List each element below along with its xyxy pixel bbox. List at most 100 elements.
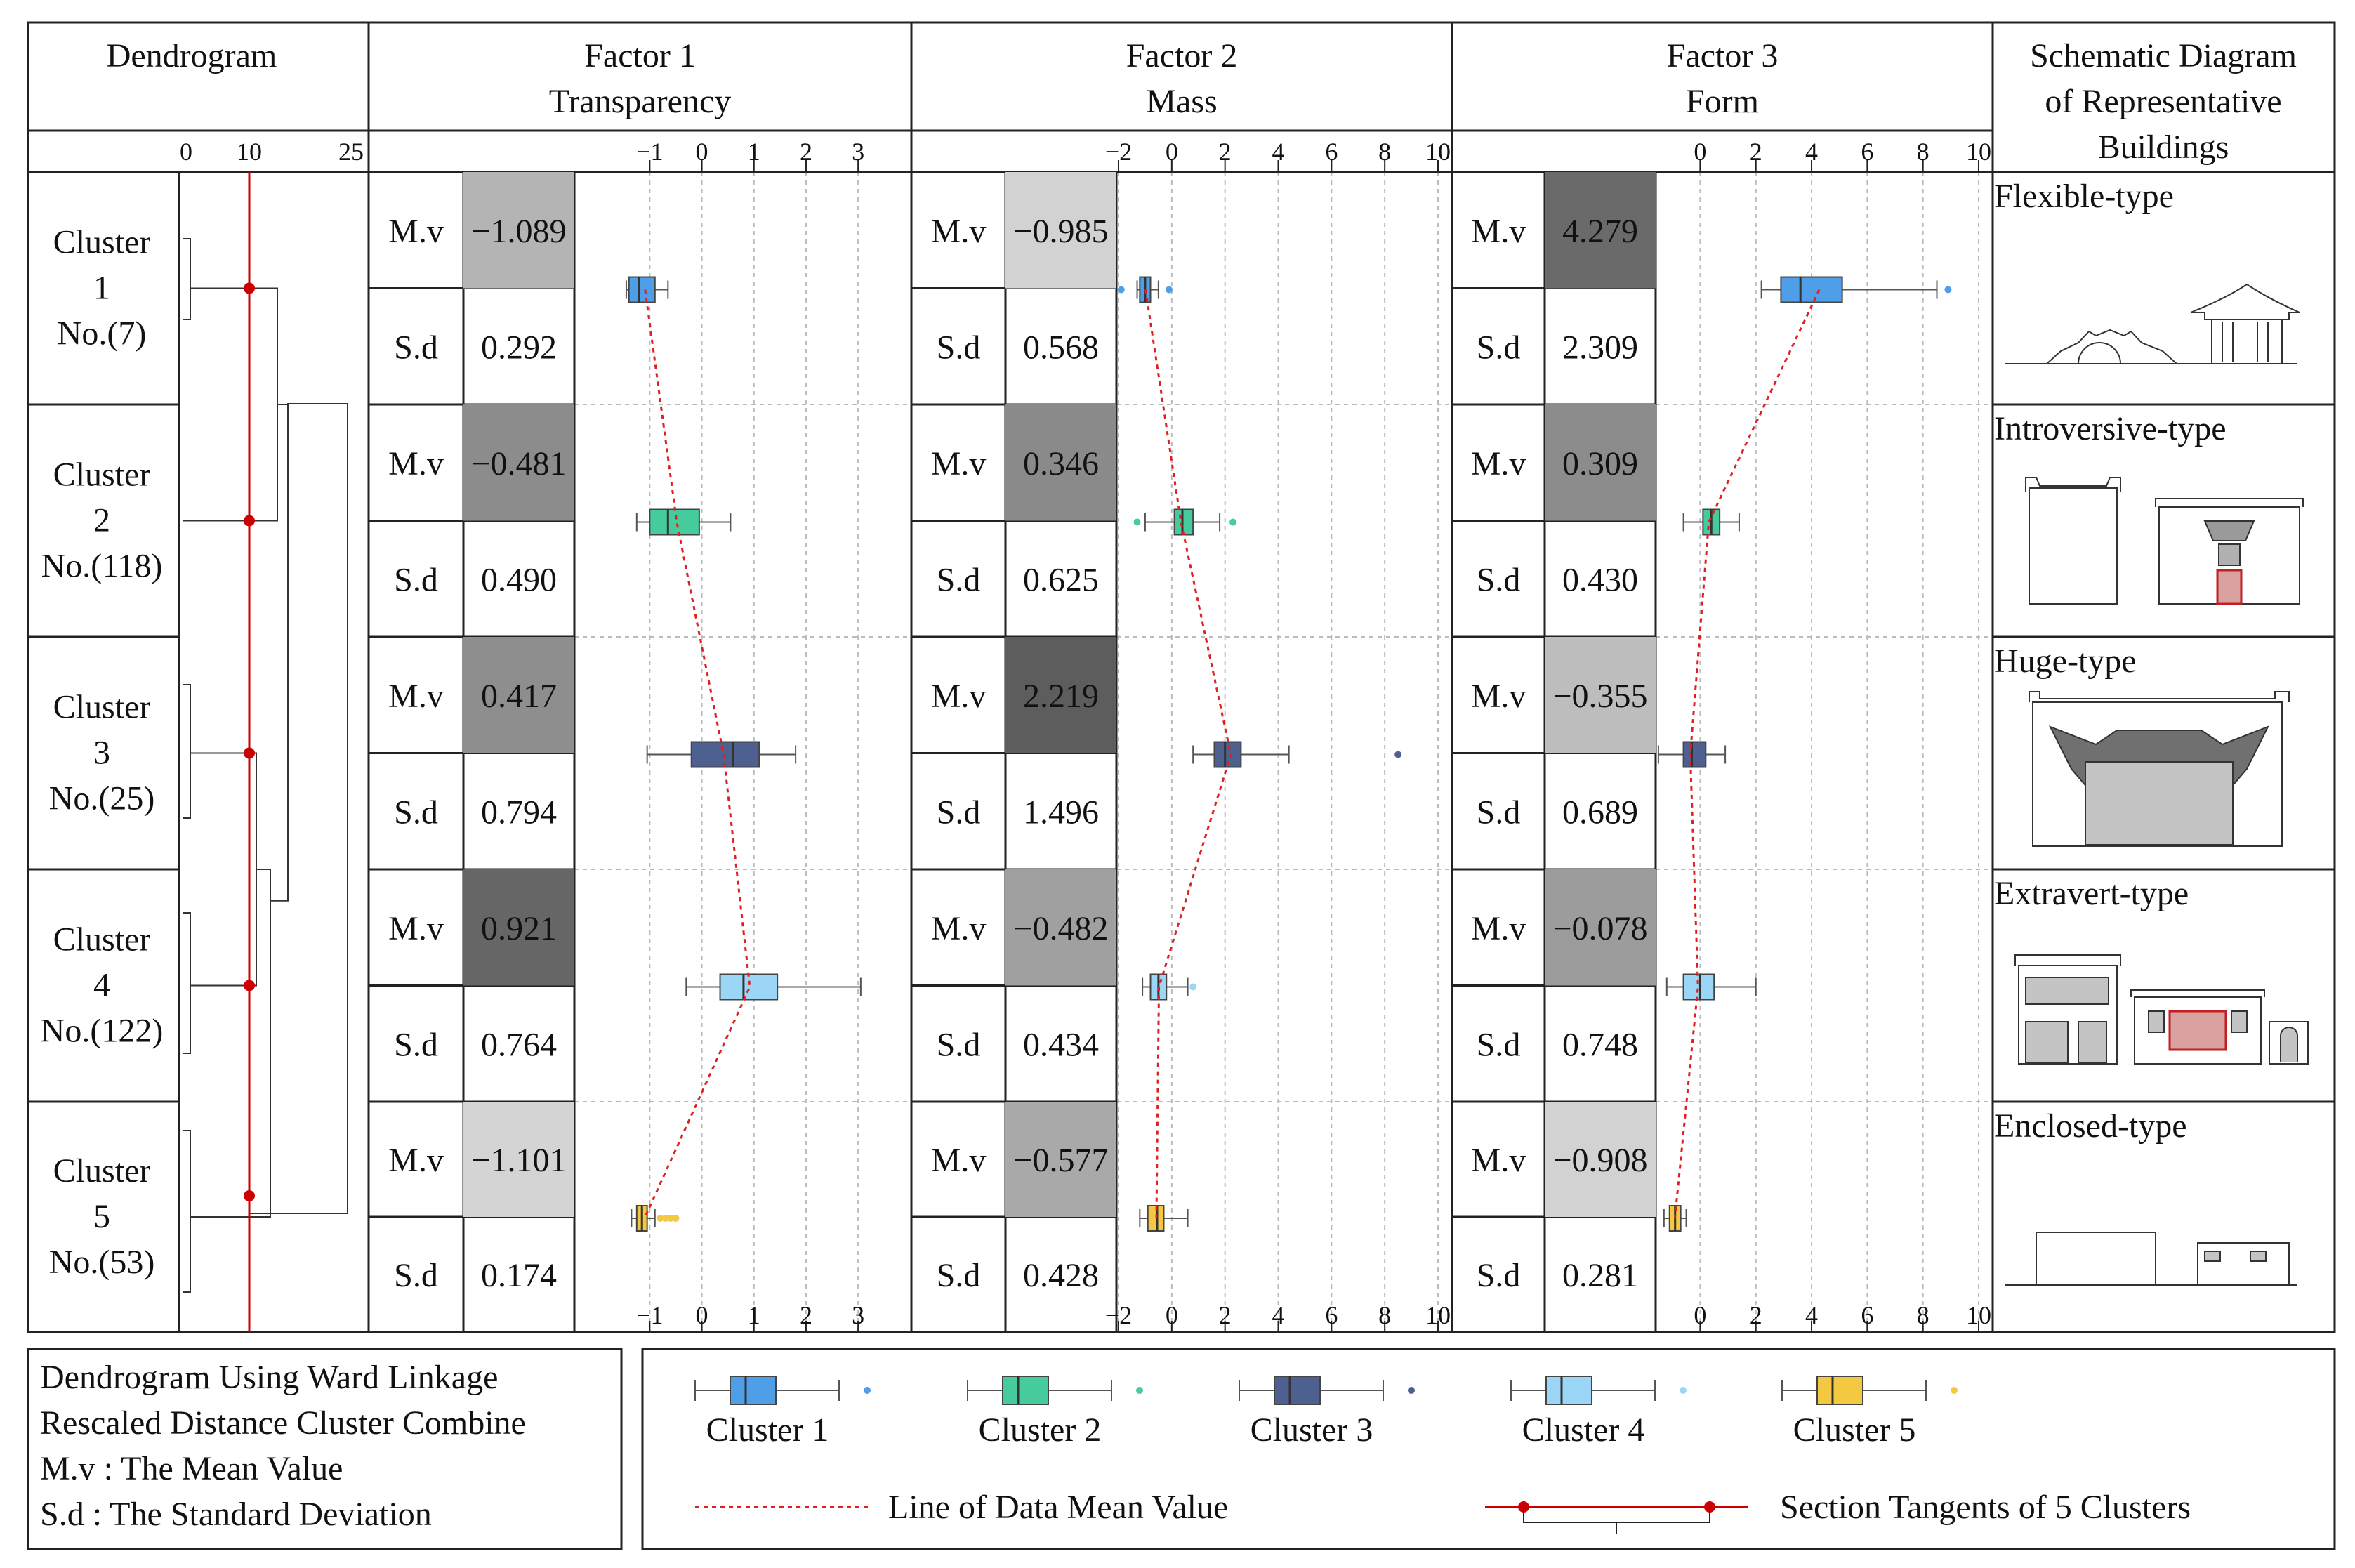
outlier-point bbox=[1133, 518, 1141, 526]
stats-cells: M.v S.d −1.089 0.292 M.v S.d −0.985 0.568 M.v S.d… bbox=[388, 172, 2227, 1294]
cluster-count: No.(7) bbox=[58, 315, 147, 353]
sd-label: S.d bbox=[937, 1257, 981, 1294]
box bbox=[1780, 276, 1843, 303]
tick-label-top: 2 bbox=[1750, 138, 1762, 166]
box bbox=[1682, 741, 1707, 768]
tick-label-bottom: 3 bbox=[852, 1301, 864, 1329]
building-type-label: Huge-type bbox=[1994, 643, 2137, 680]
cut-point bbox=[244, 747, 255, 759]
mean-cell-shade bbox=[1005, 404, 1116, 521]
cluster-label: Cluster bbox=[53, 456, 151, 494]
sd-value: 0.430 bbox=[1562, 561, 1638, 598]
sd-label: S.d bbox=[937, 329, 981, 366]
legend-cluster-label: Cluster 5 bbox=[1793, 1411, 1916, 1449]
outlier-point bbox=[1189, 983, 1197, 991]
tick-label-top: 0 bbox=[1166, 138, 1178, 166]
factor-subtitle: Mass bbox=[1146, 83, 1217, 120]
enclosed-type-drawing bbox=[2005, 1232, 2297, 1286]
mean-cell-shade bbox=[463, 1102, 574, 1217]
cluster-number: 3 bbox=[93, 734, 110, 772]
mean-cell-shade bbox=[1005, 1102, 1116, 1217]
legend-outlier bbox=[1680, 1387, 1687, 1394]
factor-title: Factor 3 bbox=[1667, 37, 1779, 74]
mean-value: 4.279 bbox=[1562, 213, 1638, 250]
extravert-type-drawing bbox=[2014, 954, 2309, 1065]
mean-value: −0.482 bbox=[1013, 910, 1108, 947]
sd-value: 0.292 bbox=[481, 329, 557, 366]
legend-box-swatch bbox=[1545, 1376, 1592, 1405]
cut-point bbox=[244, 282, 255, 294]
tick-label-top: 4 bbox=[1272, 138, 1285, 166]
boxplots bbox=[625, 276, 1952, 1232]
mean-cell-shade bbox=[463, 172, 574, 289]
legend-outlier bbox=[1136, 1387, 1143, 1394]
cut-point bbox=[244, 515, 255, 527]
mean-label: M.v bbox=[1471, 445, 1526, 482]
dendro-leaf bbox=[183, 238, 191, 320]
introversive-type-drawing bbox=[2025, 477, 2304, 605]
legend-box bbox=[641, 1348, 2336, 1550]
sd-label: S.d bbox=[394, 793, 438, 831]
tick-label-top: 1 bbox=[748, 138, 760, 166]
note-line: Rescaled Distance Cluster Combine bbox=[40, 1404, 526, 1442]
legend-box-swatch bbox=[1274, 1376, 1321, 1405]
mean-cell-shade bbox=[463, 637, 574, 753]
cut-point bbox=[244, 1190, 255, 1201]
legend-area: Dendrogram Using Ward Linkage Rescaled Di… bbox=[27, 1348, 2336, 1550]
sd-value: 0.281 bbox=[1562, 1257, 1638, 1294]
tick-label-bottom: 10 bbox=[1425, 1301, 1451, 1329]
tick-label-bottom: 2 bbox=[1750, 1301, 1762, 1329]
tick-label-top: 0 bbox=[696, 138, 708, 166]
factor-title: Factor 1 bbox=[584, 37, 696, 74]
mean-cell-shade bbox=[1545, 404, 1656, 521]
sd-value: 0.689 bbox=[1562, 793, 1638, 831]
mean-cell-shade bbox=[1545, 869, 1656, 986]
tick-label-bottom: 6 bbox=[1325, 1301, 1338, 1329]
mean-value: −1.101 bbox=[471, 1142, 566, 1179]
mean-label: M.v bbox=[388, 910, 444, 947]
tick-label-top: 10 bbox=[1966, 138, 1991, 166]
outer-border bbox=[27, 21, 2336, 1333]
tick-label-bottom: 8 bbox=[1917, 1301, 1929, 1329]
mean-value: −0.908 bbox=[1552, 1142, 1647, 1179]
note-line: S.d : The Standard Deviation bbox=[40, 1496, 432, 1533]
sd-value: 2.309 bbox=[1562, 329, 1638, 366]
mean-value-line bbox=[1144, 289, 1232, 1219]
tick-label-top: −2 bbox=[1105, 138, 1132, 166]
cluster-label: Cluster bbox=[53, 921, 151, 958]
cluster-count: No.(25) bbox=[49, 780, 155, 817]
cluster-label: Cluster bbox=[53, 1152, 151, 1190]
legend-cluster-label: Cluster 2 bbox=[979, 1411, 1102, 1449]
factor-subtitle: Transparency bbox=[549, 83, 732, 120]
legend-cluster-label: Cluster 1 bbox=[706, 1411, 829, 1449]
legend-box-swatch bbox=[730, 1376, 777, 1405]
mean-label: M.v bbox=[1471, 678, 1526, 715]
legend-mean-label: Line of Data Mean Value bbox=[888, 1489, 1228, 1526]
tick-label-top: 10 bbox=[1425, 138, 1451, 166]
mean-value: −0.985 bbox=[1013, 213, 1108, 250]
mean-label: M.v bbox=[931, 678, 987, 715]
legend-box-swatch bbox=[1002, 1376, 1049, 1405]
tick-label-bottom: 1 bbox=[748, 1301, 760, 1329]
flexible-type-drawing bbox=[2005, 283, 2300, 364]
outlier-point bbox=[1394, 751, 1402, 758]
dendro-tick-label: 25 bbox=[338, 138, 364, 166]
mean-label: M.v bbox=[388, 1142, 444, 1179]
mean-value: 2.219 bbox=[1023, 678, 1099, 715]
sd-label: S.d bbox=[937, 561, 981, 598]
sd-label: S.d bbox=[1477, 561, 1521, 598]
legend-cluster-label: Cluster 4 bbox=[1522, 1411, 1645, 1449]
box bbox=[649, 508, 700, 536]
sd-value: 0.434 bbox=[1023, 1026, 1099, 1063]
building-type-label: Extravert-type bbox=[1994, 875, 2189, 912]
legend-box-swatch bbox=[1816, 1376, 1863, 1405]
building-type-label: Introversive-type bbox=[1994, 410, 2227, 447]
mean-value: 0.346 bbox=[1023, 445, 1099, 482]
mean-cell-shade bbox=[1545, 1102, 1656, 1217]
mean-label: M.v bbox=[931, 213, 987, 250]
mean-value: −0.481 bbox=[471, 445, 566, 482]
mean-label: M.v bbox=[388, 678, 444, 715]
cluster-label: Cluster bbox=[53, 689, 151, 726]
dendro-merge-345 bbox=[249, 869, 271, 1218]
